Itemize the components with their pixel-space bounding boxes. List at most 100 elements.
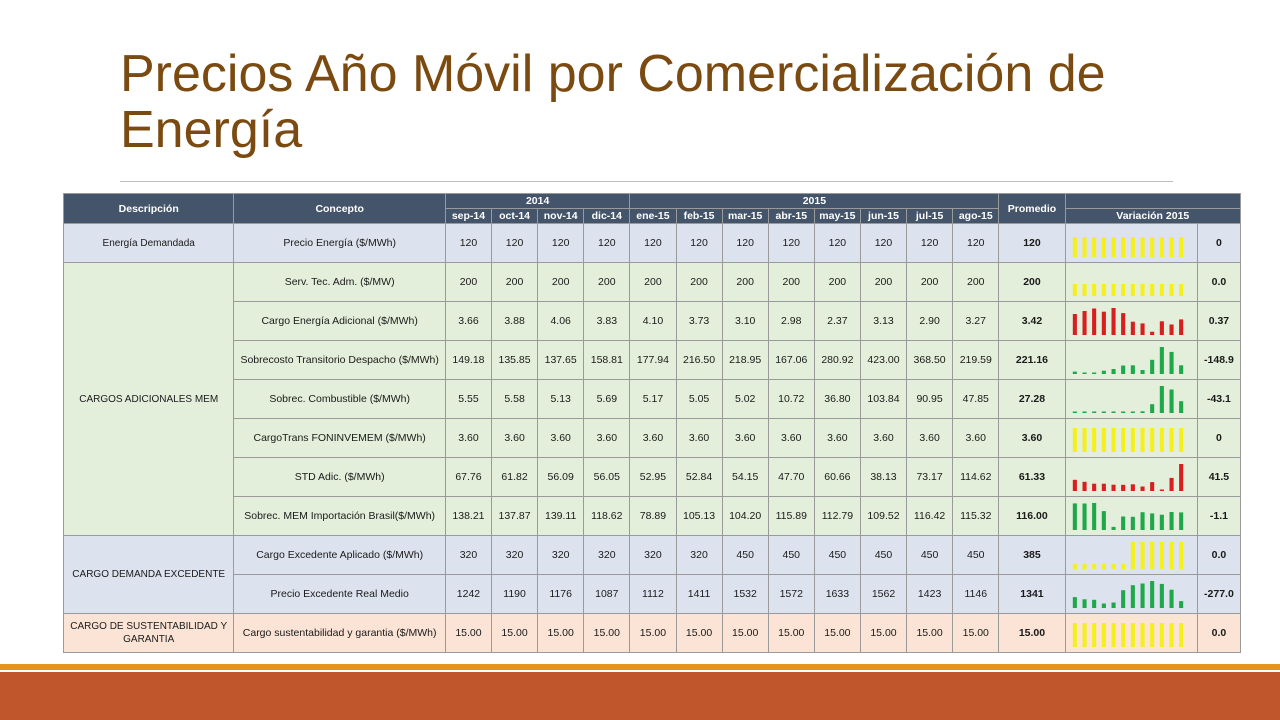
value-cell: 450 [859, 535, 908, 575]
header-month: mar-15 [721, 208, 769, 224]
sparkline-bar [1111, 602, 1116, 608]
sparkline-bar [1178, 237, 1183, 257]
sparkline-bar [1120, 484, 1125, 491]
value-cell: 450 [767, 535, 815, 575]
sparkline-bar [1169, 589, 1174, 608]
sparkline-bar [1130, 365, 1135, 374]
sparkline-bar [1082, 411, 1087, 413]
sparkline-bar [1159, 514, 1164, 530]
sparkline [1072, 386, 1183, 413]
value-cell: 2.98 [767, 301, 815, 341]
sparkline-bar [1082, 284, 1087, 296]
sparkline-bar [1111, 563, 1116, 569]
sparkline-bar [1130, 411, 1135, 413]
sparkline-cell [1064, 301, 1198, 341]
value-cell: 200 [721, 262, 769, 302]
concept-cell: CargoTrans FONINVEMEM ($/MWh) [233, 418, 446, 458]
sparkline-bar [1072, 563, 1077, 569]
section-description: CARGOS ADICIONALES MEM [62, 262, 235, 536]
sparkline-bar [1140, 428, 1145, 452]
sparkline-bar [1101, 511, 1106, 530]
sparkline-bar [1140, 623, 1145, 647]
sparkline-bar [1072, 371, 1077, 374]
sparkline-bar [1178, 623, 1183, 647]
sparkline-bar [1111, 237, 1116, 257]
value-cell: 1087 [583, 574, 631, 614]
sparkline-bar [1149, 359, 1154, 374]
value-cell: 3.60 [906, 418, 954, 458]
value-cell: 5.17 [629, 379, 677, 419]
sparkline-bar [1111, 428, 1116, 452]
sparkline-bar [1091, 372, 1096, 374]
sparkline-bar [1101, 603, 1106, 608]
value-cell: 200 [952, 262, 1000, 302]
sparkline [1072, 623, 1183, 647]
value-cell: 3.60 [537, 418, 585, 458]
sparkline-bar [1130, 284, 1135, 296]
footer-accent-line [0, 664, 1280, 670]
value-cell: 38.13 [859, 457, 908, 497]
sparkline-bar [1169, 542, 1174, 569]
promedio-cell: 385 [998, 535, 1066, 575]
value-cell: 200 [491, 262, 539, 302]
value-cell: 200 [906, 262, 954, 302]
sparkline-cell [1064, 496, 1198, 536]
sparkline-bar [1130, 321, 1135, 335]
value-cell: 4.06 [537, 301, 585, 341]
sparkline-bar [1082, 311, 1087, 335]
variacion-cell: 0 [1196, 418, 1242, 458]
value-cell: 15.00 [859, 613, 908, 653]
value-cell: 216.50 [675, 340, 723, 380]
sparkline-bar [1149, 284, 1154, 296]
sparkline-bar [1120, 563, 1125, 569]
sparkline-bar [1140, 284, 1145, 296]
header-month: ago-15 [952, 208, 1000, 224]
section-description: Energía Demandada [62, 223, 235, 263]
value-cell: 200 [444, 262, 493, 302]
value-cell: 3.60 [721, 418, 769, 458]
value-cell: 56.09 [537, 457, 585, 497]
sparkline-bar [1169, 351, 1174, 374]
sparkline-bar [1111, 484, 1116, 491]
value-cell: 15.00 [721, 613, 769, 653]
value-cell: 320 [675, 535, 723, 575]
sparkline-bar [1149, 482, 1154, 491]
value-cell: 120 [629, 223, 677, 263]
header-concepto: Concepto [233, 193, 446, 224]
sparkline-bar [1149, 581, 1154, 608]
sparkline-bar [1082, 428, 1087, 452]
sparkline-bar [1111, 369, 1116, 374]
value-cell: 3.60 [583, 418, 631, 458]
sparkline-bar [1169, 623, 1174, 647]
value-cell: 1112 [629, 574, 677, 614]
table-row: CARGO DEMANDA EXCEDENTE Cargo Excedente A… [62, 535, 1242, 614]
value-cell: 3.60 [813, 418, 861, 458]
sparkline-bar [1082, 599, 1087, 608]
value-cell: 112.79 [813, 496, 861, 536]
sparkline [1072, 464, 1183, 491]
value-cell: 15.00 [813, 613, 861, 653]
table-row: CARGOS ADICIONALES MEM Serv. Tec. Adm. ($… [62, 262, 1242, 536]
variacion-cell: 0 [1196, 223, 1242, 263]
sparkline-bar [1178, 428, 1183, 452]
value-cell: 73.17 [906, 457, 954, 497]
section-description: CARGO DE SUSTENTABILIDAD Y GARANTIA [62, 613, 235, 653]
sparkline-bar [1149, 331, 1154, 335]
value-cell: 3.83 [583, 301, 631, 341]
table-row: STD Adic. ($/MWh) 67.76 61.82 56.09 56.05 52.… [64, 457, 1242, 497]
sparkline-bar [1111, 284, 1116, 296]
value-cell: 320 [629, 535, 677, 575]
sparkline-bar [1149, 623, 1154, 647]
value-cell: 61.82 [491, 457, 539, 497]
promedio-cell: 15.00 [998, 613, 1066, 653]
sparkline-bar [1178, 284, 1183, 296]
sparkline-bar [1159, 542, 1164, 569]
table-row: Energía Demandada Precio Energía ($/MWh) 1… [62, 223, 1242, 263]
value-cell: 15.00 [583, 613, 631, 653]
sparkline [1072, 308, 1183, 335]
value-cell: 1562 [859, 574, 908, 614]
sparkline-bar [1159, 321, 1164, 335]
sparkline-bar [1159, 386, 1164, 413]
sparkline-bar [1120, 313, 1125, 335]
value-cell: 120 [721, 223, 769, 263]
